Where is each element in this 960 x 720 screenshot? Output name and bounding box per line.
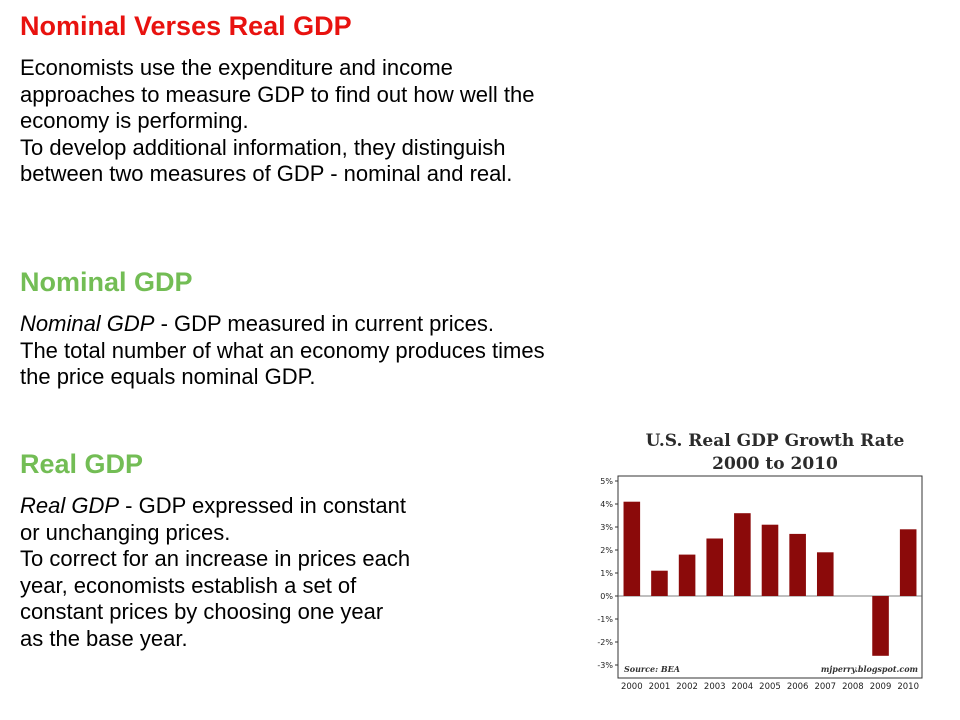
x-tick-label: 2009 — [870, 682, 892, 692]
y-tick-label: -1% — [597, 615, 613, 624]
section-body-nominal: Nominal GDP - GDP measured in current pr… — [20, 311, 545, 391]
y-tick-label: -3% — [597, 661, 613, 670]
x-tick-label: 2003 — [704, 682, 726, 692]
y-tick-label: 1% — [600, 569, 613, 578]
x-tick-label: 2000 — [621, 682, 643, 692]
bar — [872, 596, 889, 656]
nominal-line: the price equals nominal GDP. — [20, 364, 316, 389]
nominal-term: Nominal GDP — [20, 311, 155, 336]
x-tick-label: 2010 — [897, 682, 919, 692]
x-tick-label: 2001 — [649, 682, 671, 692]
real-term: Real GDP — [20, 493, 120, 518]
intro-line: economy is performing. — [20, 108, 249, 133]
bar — [761, 524, 779, 596]
bar — [706, 538, 724, 596]
x-tick-label: 2007 — [814, 682, 836, 692]
bar — [816, 552, 834, 596]
real-definition: Real GDP - GDP expressed in constant — [20, 493, 410, 520]
bar — [623, 501, 641, 596]
real-line: year, economists establish a set of — [20, 572, 357, 598]
chart-title: U.S. Real GDP Growth Rate — [646, 431, 905, 451]
y-tick-label: 3% — [600, 523, 613, 532]
bar — [651, 570, 668, 596]
y-tick-label: -2% — [597, 638, 613, 647]
y-tick-label: 5% — [600, 477, 613, 486]
real-definition-text: - GDP expressed in constant — [119, 493, 407, 518]
nominal-line: The total number of what an economy prod… — [20, 337, 545, 363]
section-title-nominal-vs-real: Nominal Verses Real GDP — [20, 11, 352, 41]
real-line: or unchanging prices. — [20, 519, 231, 545]
section-title-real-gdp: Real GDP — [20, 449, 144, 479]
bar — [789, 533, 806, 596]
section-title-nominal-gdp: Nominal GDP — [20, 267, 193, 297]
section-body-intro: Economists use the expenditure and incom… — [20, 55, 534, 188]
x-tick-label: 2002 — [676, 682, 698, 692]
real-line: To correct for an increase in prices eac… — [20, 546, 411, 571]
bar — [734, 513, 751, 596]
x-tick-label: 2004 — [732, 682, 754, 692]
chart-credit: mjperry.blogspot.com — [821, 664, 918, 674]
intro-line: approaches to measure GDP to find out ho… — [20, 81, 535, 107]
y-tick-label: 0% — [600, 592, 613, 601]
chart-subtitle: 2000 to 2010 — [712, 454, 838, 474]
section-body-real: Real GDP - GDP expressed in constant or … — [20, 493, 410, 652]
nominal-definition: Nominal GDP - GDP measured in current pr… — [20, 311, 545, 338]
real-line: constant prices by choosing one year — [20, 599, 384, 624]
y-tick-label: 4% — [600, 500, 613, 509]
real-line: as the base year. — [20, 625, 188, 651]
chart-source: Source: BEA — [624, 664, 680, 674]
intro-line: Economists use the expenditure and incom… — [20, 55, 453, 80]
intro-line: between two measures of GDP - nominal an… — [20, 161, 513, 186]
x-tick-label: 2005 — [759, 682, 781, 692]
gdp-growth-chart: U.S. Real GDP Growth Rate 2000 to 2010 5… — [597, 431, 923, 692]
x-tick-label: 2006 — [787, 682, 809, 692]
y-tick-label: 2% — [600, 546, 613, 555]
nominal-definition-text: - GDP measured in current prices. — [154, 311, 494, 336]
bar — [678, 554, 696, 596]
intro-line: To develop additional information, they … — [20, 134, 506, 160]
bar — [899, 529, 917, 596]
x-tick-label: 2008 — [842, 682, 864, 692]
